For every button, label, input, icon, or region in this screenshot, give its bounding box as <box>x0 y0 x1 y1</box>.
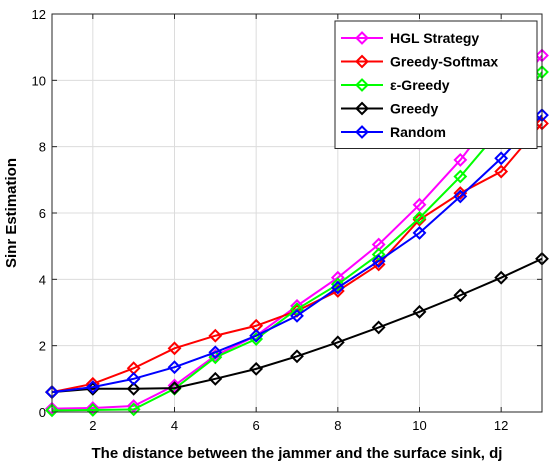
x-tick-label: 6 <box>253 418 260 433</box>
data-point-marker <box>290 349 304 364</box>
data-point-marker <box>371 254 386 269</box>
x-tick-label: 4 <box>171 418 178 433</box>
legend-label: Greedy <box>390 101 438 117</box>
legend-entry: HGL Strategy <box>341 30 479 46</box>
data-point-marker <box>453 288 468 303</box>
legend-marker <box>355 78 369 92</box>
data-point-marker <box>494 270 509 285</box>
x-tick-label: 10 <box>412 418 426 433</box>
data-point-marker <box>453 189 468 204</box>
data-point-marker <box>290 308 304 323</box>
data-point-marker <box>208 345 223 360</box>
data-point-marker <box>371 320 386 335</box>
data-point-marker <box>330 280 345 295</box>
legend-marker <box>355 125 369 139</box>
legend-marker <box>355 54 369 69</box>
data-point-marker <box>412 225 427 240</box>
series-layer <box>45 48 549 418</box>
data-point-marker <box>249 328 264 343</box>
data-point-marker <box>167 378 182 393</box>
legend-label: Greedy-Softmax <box>390 54 498 70</box>
legend-entry: ε-Greedy <box>341 77 450 93</box>
legend-marker <box>355 101 369 116</box>
plot-frame <box>51 13 543 413</box>
data-point-marker <box>412 211 427 225</box>
data-point-marker <box>45 401 59 416</box>
y-tick-label: 0 <box>39 405 46 420</box>
data-point-marker <box>494 164 509 179</box>
data-point-marker <box>453 153 468 167</box>
legend-entry: Greedy <box>341 101 438 117</box>
y-tick-label: 8 <box>39 140 46 155</box>
data-point-marker <box>126 371 141 386</box>
data-point-marker <box>126 402 141 417</box>
x-axis-label: The distance between the jammer and the … <box>92 445 503 462</box>
y-tick-label: 2 <box>39 339 46 354</box>
data-point-marker <box>167 341 182 356</box>
x-tick-label: 8 <box>334 418 341 433</box>
data-point-marker <box>167 360 182 375</box>
y-tick-label: 4 <box>39 272 46 287</box>
legend-entry: Random <box>341 124 446 140</box>
x-tick-label: 2 <box>89 418 96 433</box>
data-point-marker <box>45 403 59 418</box>
data-point-marker <box>249 361 264 376</box>
data-point-marker <box>85 401 100 415</box>
data-point-marker <box>85 380 100 395</box>
data-point-marker <box>85 403 100 417</box>
data-point-marker <box>330 335 345 350</box>
y-axis-label: Sinr Estimation <box>3 158 20 268</box>
series <box>45 108 549 400</box>
data-point-marker <box>494 151 509 166</box>
data-point-marker <box>208 371 223 386</box>
data-point-marker <box>126 381 141 396</box>
x-tick-label: 12 <box>494 418 508 433</box>
legend-label: HGL Strategy <box>390 30 479 46</box>
y-tick-label: 12 <box>32 7 46 22</box>
series-line <box>51 114 543 394</box>
y-tick-label: 10 <box>32 73 46 88</box>
series-line <box>51 257 543 394</box>
data-point-marker <box>330 277 345 292</box>
axis-ticks: 2 4 6 8 10 12 0 2 4 6 8 10 12 <box>32 7 542 433</box>
legend-label: Random <box>390 124 446 140</box>
data-point-marker <box>412 304 427 319</box>
y-tick-label: 6 <box>39 206 46 221</box>
data-point-marker <box>412 212 427 227</box>
legend: HGL Strategy Greedy-Softmax ε-Greedy Greedy… <box>334 20 538 149</box>
data-point-marker <box>208 328 223 343</box>
data-point-marker <box>453 186 468 201</box>
data-point-marker <box>412 197 427 212</box>
legend-label: ε-Greedy <box>390 77 450 93</box>
data-point-marker <box>167 381 182 396</box>
data-point-marker <box>453 169 468 184</box>
legend-entry: Greedy-Softmax <box>341 54 498 70</box>
legend-marker <box>355 31 369 45</box>
